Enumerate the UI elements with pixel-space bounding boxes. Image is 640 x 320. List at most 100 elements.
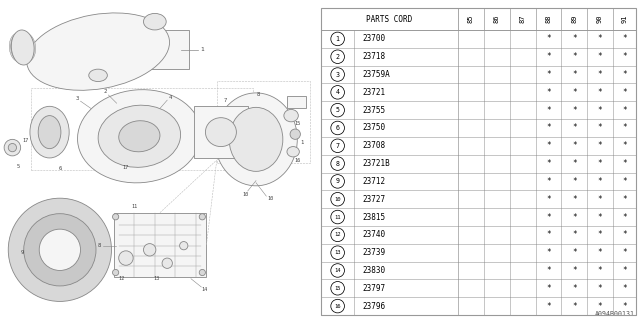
Ellipse shape — [12, 33, 31, 62]
Ellipse shape — [229, 107, 283, 171]
Text: *: * — [622, 35, 627, 44]
Text: *: * — [546, 195, 551, 204]
Bar — [217, 81, 310, 163]
Text: *: * — [622, 52, 627, 61]
Text: *: * — [546, 248, 551, 257]
Text: 1: 1 — [200, 47, 204, 52]
Text: 14: 14 — [334, 268, 341, 273]
Text: 9: 9 — [21, 251, 24, 255]
Ellipse shape — [199, 214, 205, 220]
Text: 11: 11 — [334, 214, 341, 220]
Text: 23740: 23740 — [362, 230, 385, 239]
Ellipse shape — [4, 139, 20, 156]
Text: 6: 6 — [58, 166, 61, 171]
Ellipse shape — [113, 269, 118, 276]
Text: *: * — [546, 177, 551, 186]
Text: *: * — [598, 88, 602, 97]
Text: 6: 6 — [335, 125, 340, 131]
Text: 10: 10 — [268, 196, 273, 201]
Ellipse shape — [8, 198, 111, 301]
Text: *: * — [622, 230, 627, 239]
Ellipse shape — [290, 129, 300, 139]
Ellipse shape — [27, 13, 170, 90]
Text: 15: 15 — [294, 121, 300, 126]
Text: 12: 12 — [118, 276, 125, 281]
Text: *: * — [598, 195, 602, 204]
Text: *: * — [622, 106, 627, 115]
Text: *: * — [598, 70, 602, 79]
Text: *: * — [622, 212, 627, 221]
Ellipse shape — [287, 147, 300, 157]
Text: *: * — [546, 88, 551, 97]
Text: *: * — [546, 301, 551, 311]
Text: *: * — [572, 70, 577, 79]
Text: 23796: 23796 — [362, 301, 385, 311]
Text: 23815: 23815 — [362, 212, 385, 221]
Text: 90: 90 — [597, 15, 603, 23]
Ellipse shape — [143, 13, 166, 30]
Ellipse shape — [24, 214, 96, 286]
Text: *: * — [598, 141, 602, 150]
Text: *: * — [572, 177, 577, 186]
Text: 3: 3 — [335, 72, 340, 77]
Text: 8: 8 — [97, 243, 100, 248]
Text: *: * — [546, 106, 551, 115]
Ellipse shape — [98, 105, 180, 167]
Text: 17: 17 — [22, 138, 29, 143]
Text: *: * — [622, 124, 627, 132]
Ellipse shape — [38, 116, 61, 149]
Ellipse shape — [143, 244, 156, 256]
Text: *: * — [598, 230, 602, 239]
Bar — [194, 106, 248, 158]
Text: *: * — [598, 52, 602, 61]
Text: 10: 10 — [243, 192, 249, 196]
Text: 87: 87 — [520, 15, 525, 23]
Ellipse shape — [9, 33, 28, 62]
Text: *: * — [572, 230, 577, 239]
Text: *: * — [572, 159, 577, 168]
Text: *: * — [622, 141, 627, 150]
Text: *: * — [546, 212, 551, 221]
Ellipse shape — [214, 93, 298, 186]
Text: A094B00131: A094B00131 — [595, 311, 635, 317]
Text: *: * — [622, 177, 627, 186]
Text: *: * — [572, 266, 577, 275]
Text: 89: 89 — [572, 15, 577, 23]
Text: *: * — [546, 70, 551, 79]
Ellipse shape — [118, 251, 133, 265]
Text: 23718: 23718 — [362, 52, 385, 61]
Text: 23712: 23712 — [362, 177, 385, 186]
Text: *: * — [572, 124, 577, 132]
Bar — [140, 30, 189, 69]
Text: 23727: 23727 — [362, 195, 385, 204]
Text: 23759A: 23759A — [362, 70, 390, 79]
Text: 13: 13 — [334, 250, 341, 255]
Text: *: * — [572, 284, 577, 293]
Text: *: * — [598, 106, 602, 115]
Text: 1: 1 — [335, 36, 340, 42]
Ellipse shape — [8, 143, 17, 152]
Text: *: * — [622, 301, 627, 311]
Text: *: * — [622, 266, 627, 275]
Text: 4: 4 — [169, 94, 172, 100]
Bar — [287, 96, 305, 108]
Text: 23700: 23700 — [362, 35, 385, 44]
Text: 15: 15 — [334, 286, 341, 291]
Text: 23721B: 23721B — [362, 159, 390, 168]
Text: *: * — [622, 88, 627, 97]
Text: 12: 12 — [334, 232, 341, 237]
Text: 16: 16 — [294, 157, 300, 163]
Text: PARTS CORD: PARTS CORD — [367, 14, 413, 23]
Text: *: * — [598, 159, 602, 168]
Ellipse shape — [12, 30, 34, 65]
Text: 91: 91 — [621, 15, 627, 23]
Text: *: * — [572, 212, 577, 221]
Text: 9: 9 — [335, 179, 340, 184]
Text: *: * — [622, 159, 627, 168]
Ellipse shape — [11, 33, 29, 62]
Text: *: * — [546, 141, 551, 150]
Text: 85: 85 — [468, 15, 474, 23]
Ellipse shape — [77, 90, 201, 183]
Ellipse shape — [162, 258, 172, 268]
Text: *: * — [622, 70, 627, 79]
